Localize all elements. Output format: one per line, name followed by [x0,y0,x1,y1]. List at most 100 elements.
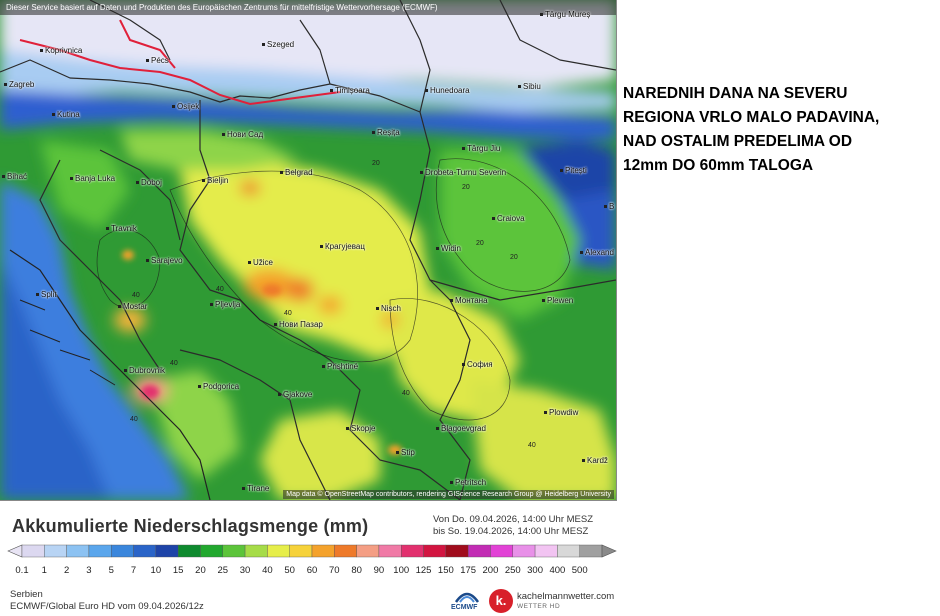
colorbar-swatch [133,544,157,558]
city-label: Kardž [582,456,608,465]
city-label: Split [36,290,57,299]
kachelmann-logo-icon[interactable]: k. [489,589,513,613]
legend-tick-label: 10 [150,565,162,576]
isoline-label: 20 [372,160,380,167]
city-label: Travnik [106,224,137,233]
city-label: Монтана [450,296,488,305]
legend-tick-label: 3 [86,565,92,576]
legend-tick-label: 20 [195,565,206,576]
map-canvas [0,0,616,500]
colorbar-swatch [401,544,424,558]
city-label: Szeged [262,40,294,49]
legend-tick-label: 50 [284,565,295,576]
legend-tick-label: 500 [571,565,588,576]
city-label: Banja Luka [70,174,115,183]
colorbar-swatch [467,544,491,558]
legend-tick-label: 300 [527,565,543,576]
city-label: Нови Сад [222,130,263,139]
city-label: Нови Пазар [274,320,323,329]
city-label: Dubrovnik [124,366,165,375]
forecast-period: Von Do. 09.04.2026, 14:00 Uhr MESZ bis S… [433,514,593,538]
country-borders [0,0,616,500]
isoline-label: 40 [528,442,536,449]
colorbar-swatch [244,544,268,558]
legend-tick-label: 5 [108,565,114,576]
colorbar-swatch [111,544,134,558]
colorbar-swatch [534,544,558,558]
legend-tick-label: 70 [329,565,340,576]
isoline-label: 20 [476,240,484,247]
ecmwf-label: ECMWF [451,604,478,611]
city-label: Hunedoara [425,86,470,95]
map-credit: Map data © OpenStreetMap contributors, r… [283,490,614,499]
colorbar-swatch [311,544,335,558]
city-label: Reșița [372,128,400,137]
city-label: Mostar [118,302,147,311]
legend-title: Akkumulierte Niederschlagsmenge (mm) [12,516,369,536]
colorbar-swatch [557,544,580,558]
brand-subtitle: WETTER HD [517,603,561,610]
brand-name[interactable]: kachelmannwetter.com [517,591,615,602]
city-label: София [462,360,493,369]
city-label: Timișoara [330,86,370,95]
city-label: Nisch [376,304,401,313]
colorbar-swatch [334,544,357,558]
legend-tick-label: 1 [41,565,47,576]
city-label: Gjakove [278,390,312,399]
city-label: Belgrad [280,168,313,177]
colorbar-swatch [66,544,90,558]
city-label: Sarajevo [146,256,183,265]
region-label: Serbien [10,589,43,600]
city-label: Zagreb [4,80,34,89]
model-run-label: ECMWF/Global Euro HD vom 09.04.2026/12z [10,601,204,612]
ecmwf-logo-icon [454,592,480,603]
colorbar-swatch [378,544,402,558]
legend-tick-label: 7 [130,565,137,576]
city-label: Osijek [172,102,199,111]
precipitation-map[interactable]: Dieser Service basiert auf Daten und Pro… [0,0,617,501]
city-label: Stip [396,448,415,457]
city-label: Blagoevgrad [436,424,486,433]
city-label: Bieljin [202,176,228,185]
colorbar-arrow-right [601,544,617,558]
isoline-label: 20 [462,184,470,191]
colorbar-swatch [289,544,313,558]
period-from: Von Do. 09.04.2026, 14:00 Uhr MESZ [433,514,594,525]
colorbar-swatch [445,544,469,558]
legend-tick-label: 250 [504,565,521,576]
note-line: NAD OSTALIM PREDELIMA OD [623,133,853,150]
colorbar-swatch [579,544,603,558]
colorbar-swatch [222,544,246,558]
colorbar-swatch [512,544,536,558]
legend-tick-label: 90 [373,565,385,576]
legend-tick-label: 60 [306,565,318,576]
legend-tick-label: 175 [460,565,477,576]
city-label: Kutina [52,110,80,119]
colorbar-swatch [88,544,112,558]
city-label: Petritsch [450,478,486,487]
note-line: 12mm DO 60mm TALOGA [623,157,814,174]
city-label: Pitești [560,166,587,175]
note-line: REGIONA VRLO MALO PADAVINA, [623,109,880,126]
city-label: Sibiu [518,82,541,91]
ecmwf-banner: Dieser Service basiert auf Daten und Pro… [0,0,616,15]
legend-colorbar [7,544,617,558]
legend-tick-label: 0.1 [15,565,29,576]
city-label: Bihać [2,172,27,181]
legend-tick-label: 15 [172,565,184,576]
islands [19,299,116,386]
city-label: Užice [248,258,273,267]
city-label: Tirane [242,484,269,493]
colorbar-swatch [423,544,447,558]
city-label: Doboj [136,178,162,187]
city-label: Skopje [346,424,375,433]
isoline-label: 40 [402,390,410,397]
colorbar-swatch [21,544,45,558]
city-label: Alexand [580,248,614,257]
colorbar-swatch [356,544,380,558]
city-label: Plowdiw [544,408,578,417]
period-to: bis So. 19.04.2026, 14:00 Uhr MESZ [433,526,589,537]
legend-tick-label: 80 [351,565,362,576]
colorbar-swatch [267,544,290,558]
colorbar-swatch [200,544,223,558]
